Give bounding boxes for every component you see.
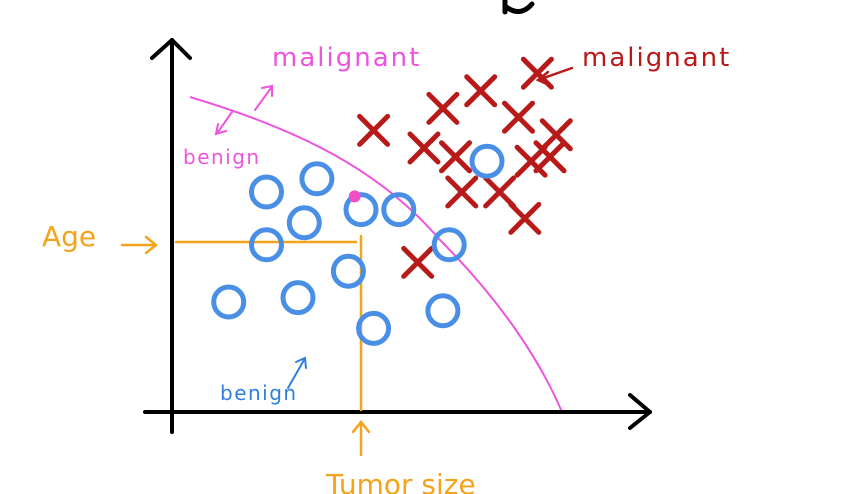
malignant-cross-mark <box>483 175 517 209</box>
benign-circle-mark <box>249 227 284 263</box>
malignant-cross-mark <box>464 74 498 108</box>
malignant-cross-mark <box>439 140 472 174</box>
benign-circle-mark <box>249 174 284 210</box>
malignant-cross-mark <box>357 113 391 147</box>
malignant-cross-mark <box>445 175 479 209</box>
benign-circle-mark <box>286 205 322 241</box>
benign-circle-mark <box>330 253 366 289</box>
malignant-cross-mark <box>508 201 542 235</box>
malignant-right-label: malignant <box>582 43 731 73</box>
x-axis-arrowhead <box>628 393 652 430</box>
query-point <box>348 190 361 203</box>
benign-circle-mark <box>469 143 505 179</box>
axes <box>143 38 652 434</box>
malignant-top-arrow-icon <box>254 84 273 111</box>
benign-circle-mark <box>299 161 335 197</box>
decision-boundary-curve <box>189 96 563 413</box>
y-axis-arrowhead <box>150 38 192 60</box>
malignant-cross-mark <box>426 91 460 125</box>
benign-circle-mark <box>211 284 247 320</box>
malignant-cross-mark <box>514 144 548 178</box>
benign-circle-mark <box>356 310 392 346</box>
malignant-cross-mark <box>539 118 573 152</box>
malignant-cross-mark <box>401 245 435 279</box>
age-arrow-icon <box>120 235 159 255</box>
tumor-size-axis-label: Tumor size <box>325 468 476 494</box>
cropped-title-fragment <box>502 0 535 15</box>
benign-lower-arrow-icon <box>287 356 307 389</box>
tumor-size-arrow-icon <box>351 419 371 457</box>
benign-circle-mark <box>343 192 379 228</box>
data-marks <box>211 56 573 346</box>
benign-circle-mark <box>425 293 461 329</box>
benign-circle-mark <box>280 280 316 316</box>
benign-upper-label: benign <box>183 145 261 169</box>
malignant-cross-mark <box>520 56 554 90</box>
annotation-arrows <box>214 66 574 389</box>
benign-circle-mark <box>381 192 417 228</box>
benign-upper-arrow-icon <box>214 111 233 136</box>
benign-lower-label: benign <box>220 381 298 405</box>
age-axis-label: Age <box>42 220 96 253</box>
benign-circle-mark <box>431 227 467 263</box>
malignant-cross-mark <box>407 131 441 165</box>
malignant-top-label: malignant <box>272 43 421 73</box>
malignant-cross-mark <box>533 140 567 174</box>
malignant-cross-mark <box>502 100 535 134</box>
